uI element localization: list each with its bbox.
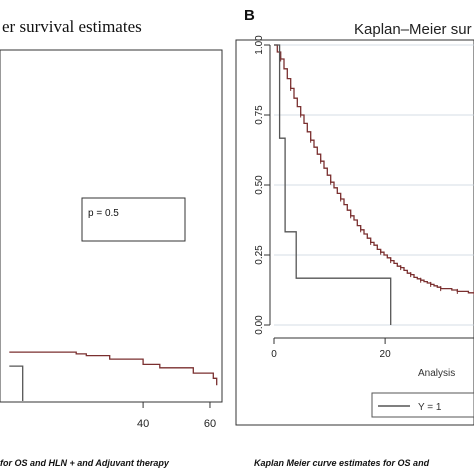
panel-a-xtick-label: 60	[204, 418, 216, 430]
panel-a-plot-frame	[0, 49, 223, 403]
legend-box	[371, 392, 474, 418]
panel-b-ytick-label: 0.25	[254, 245, 265, 265]
legend-label-y1: Y = 1	[418, 402, 442, 413]
panel-b-letter: B	[244, 7, 255, 24]
panel-a: er survival estimates 40 60 p = 0.5 for O…	[0, 17, 223, 468]
panel-b-plot-frame	[235, 39, 474, 426]
pvalue-label: p = 0.5	[88, 208, 119, 219]
panel-b-ytick-label: 0.50	[254, 175, 265, 195]
panel-a-xtick-label: 40	[137, 418, 149, 430]
panel-a-caption: for OS and HLN + and Adjuvant therapy	[0, 458, 170, 468]
panel-a-title: er survival estimates	[2, 17, 142, 36]
panel-b-ytick-label: 0.00	[254, 315, 265, 335]
panel-b-caption: Kaplan Meier curve estimates for OS and	[254, 458, 430, 468]
panel-b: B Kaplan–Meier sur 0.000.250.500.751.000…	[235, 7, 474, 468]
panel-b-ytick-label: 1.00	[254, 35, 265, 55]
panel-a-plot-area: 40 60	[9, 351, 218, 430]
panel-b-plot-area: 0.00 0.25 0.50 0.75 1.00 0 20	[254, 35, 474, 360]
panel-a-survival-curve-2	[9, 365, 24, 401]
panel-b-survival-curve-2	[274, 44, 392, 325]
panel-b-xtick-label: 20	[380, 349, 392, 360]
panel-b-survival-curve-1	[274, 44, 474, 294]
panel-b-title: Kaplan–Meier sur	[354, 21, 472, 38]
panel-b-xlabel: Analysis	[418, 368, 455, 379]
pvalue-box	[81, 197, 186, 242]
panel-a-survival-curve-1	[9, 351, 218, 386]
panel-b-ytick-label: 0.75	[254, 105, 265, 125]
panel-b-xtick-label: 0	[271, 349, 277, 360]
